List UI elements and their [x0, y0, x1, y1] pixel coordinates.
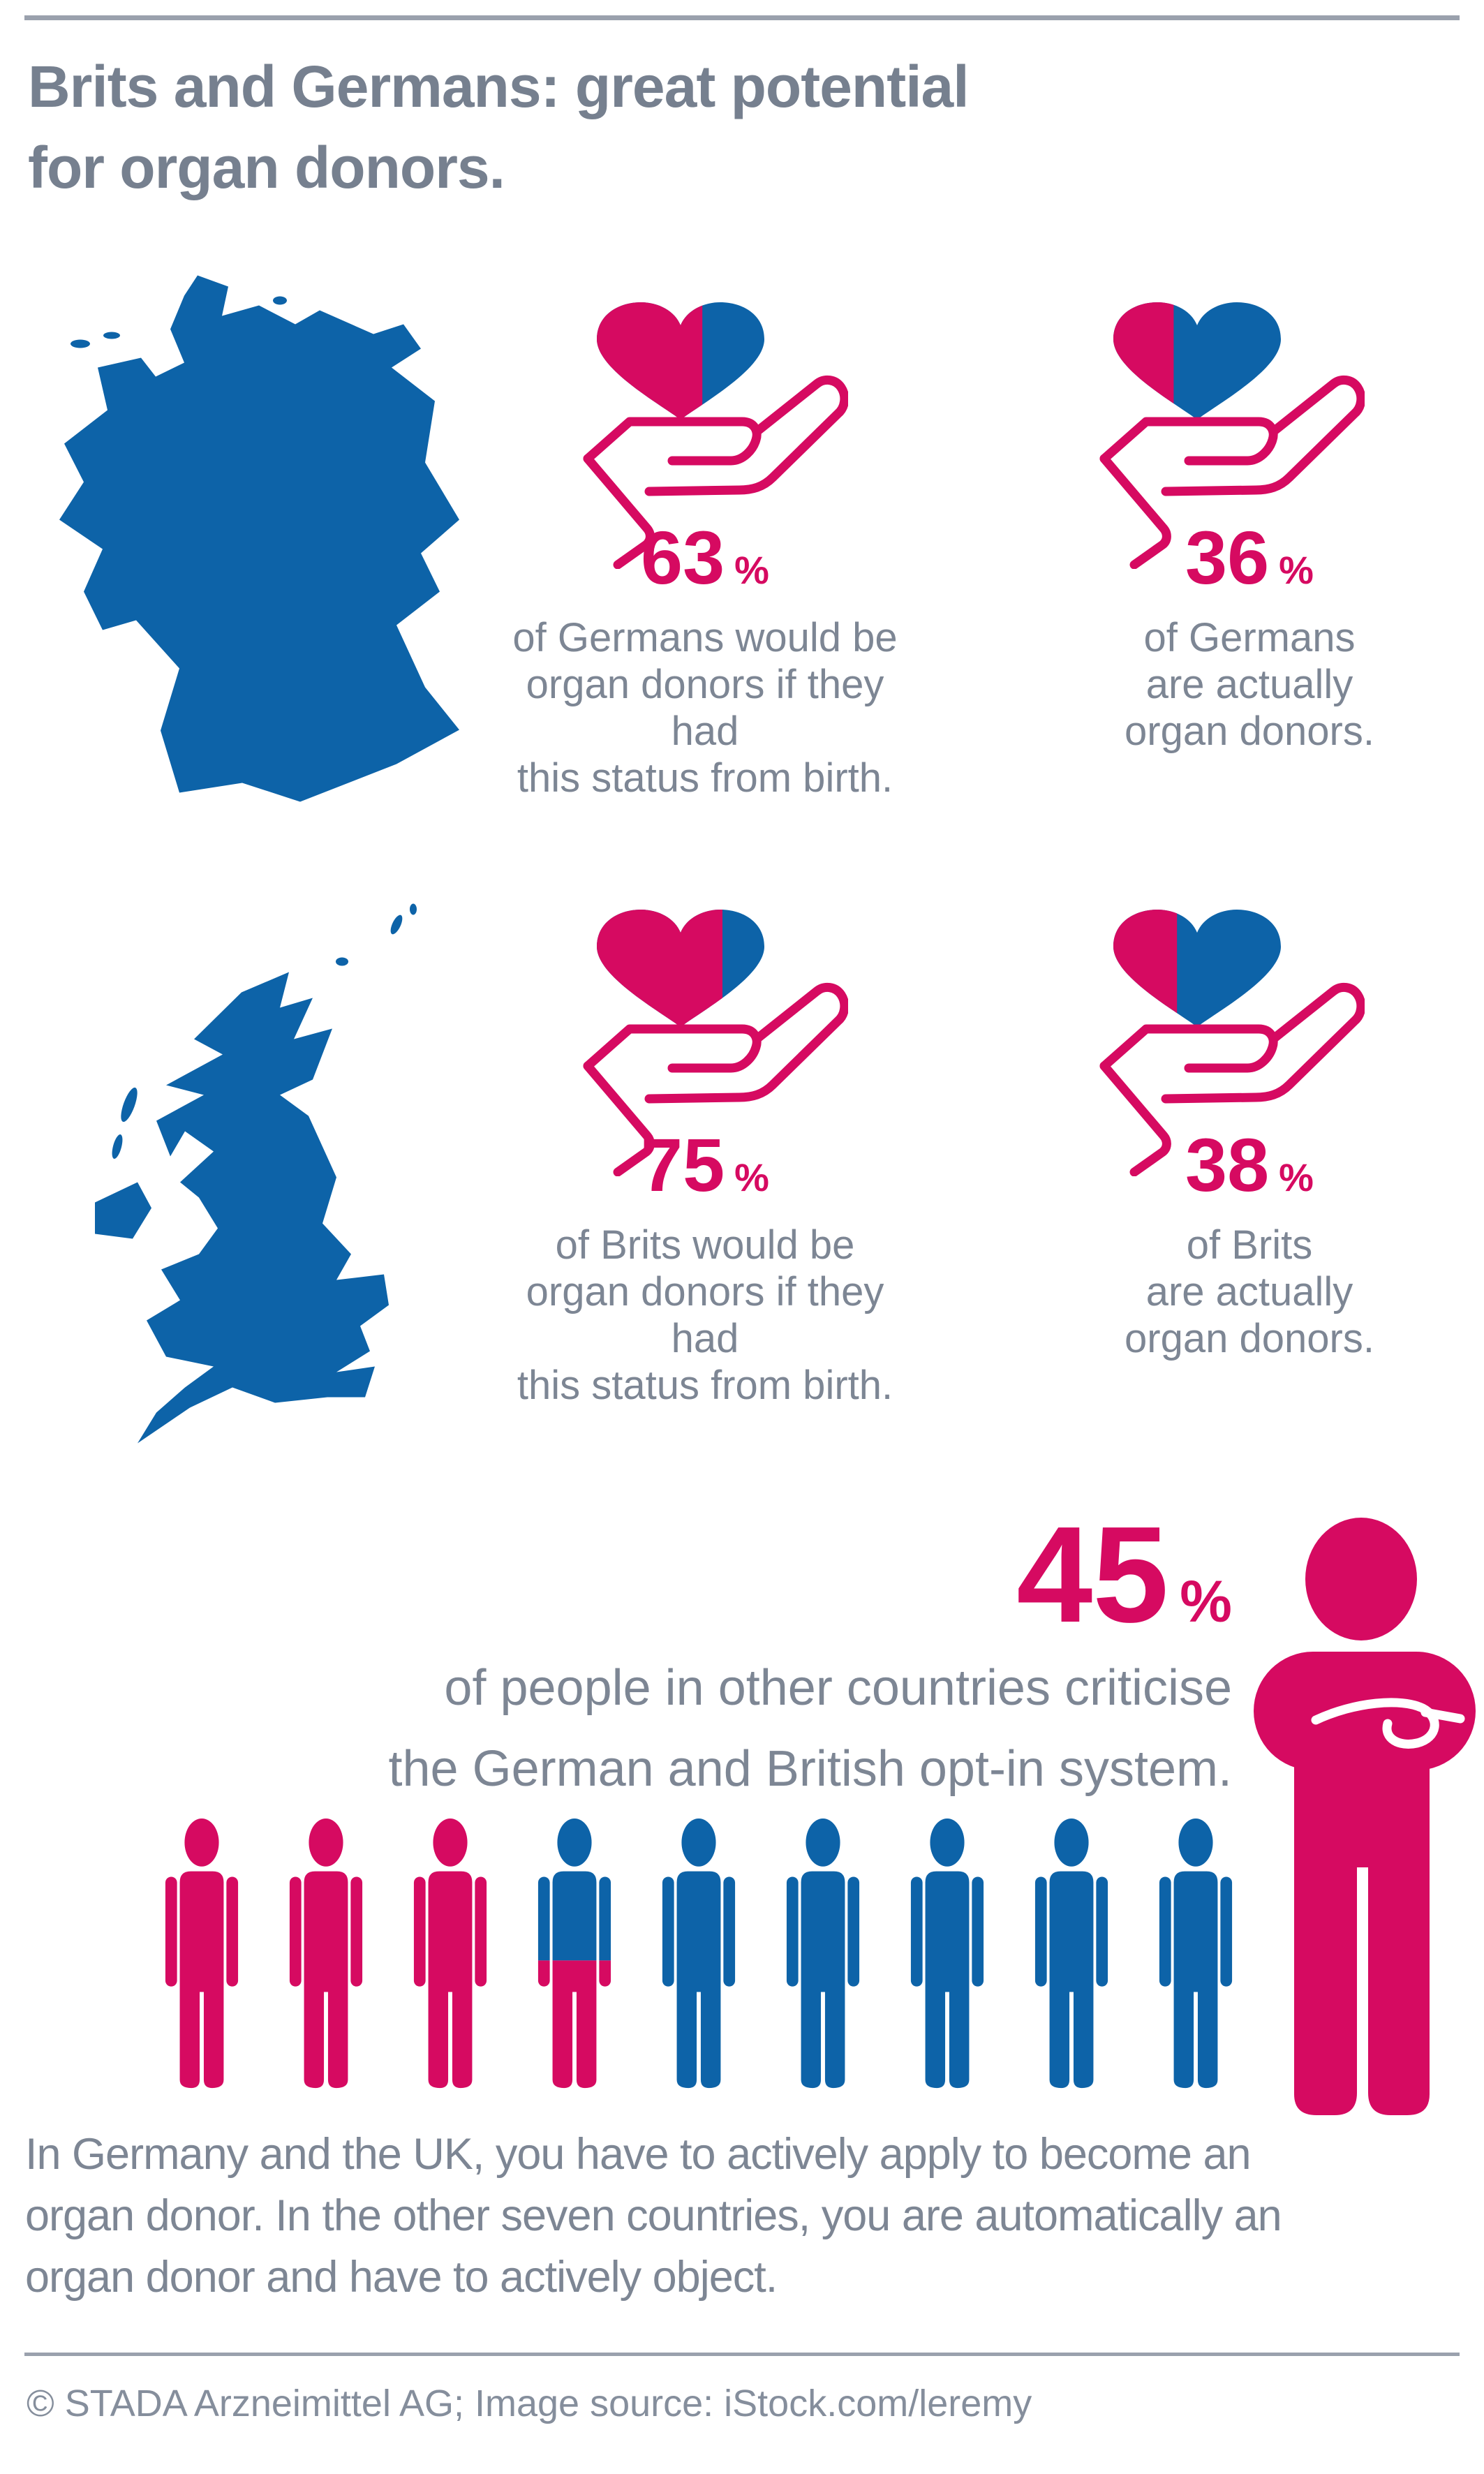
caption-line: of Germans would be	[512, 615, 898, 660]
bottom-divider-rule	[24, 2353, 1460, 2356]
criticism-line2: the German and British opt-in system.	[388, 1741, 1233, 1797]
uk-map	[95, 903, 417, 1444]
top-divider-rule	[24, 15, 1460, 20]
stat-value-criticism: 45 %	[1016, 1506, 1232, 1643]
criticism-line1: of people in other countries criticise	[444, 1660, 1232, 1716]
stat-number: 75	[641, 1123, 725, 1207]
stat-value-germans-potential: 63 %	[496, 520, 914, 595]
person-icon	[1159, 1818, 1233, 2089]
stat-caption-brits-potential: of Brits would be organ donors if they h…	[496, 1222, 914, 1409]
footnote-line1: In Germany and the UK, you have to activ…	[25, 2130, 1252, 2179]
person-split-icon	[537, 1818, 611, 2089]
caption-line: this status from birth.	[517, 755, 893, 801]
person-icon	[910, 1818, 984, 2089]
caption-line: are actually	[1145, 1269, 1353, 1314]
footnote-line3: organ donor and have to actively object.	[25, 2253, 778, 2302]
caption-line: organ donors.	[1125, 709, 1374, 754]
stat-number: 36	[1185, 515, 1270, 600]
caption-line: organ donors if they had	[526, 1269, 884, 1361]
person-icon	[1034, 1818, 1108, 2089]
criticism-caption: of people in other countries criticise t…	[185, 1647, 1233, 1809]
caption-line: are actually	[1145, 662, 1353, 707]
caption-line: this status from birth.	[517, 1363, 893, 1408]
person-crossed-arms-icon	[1254, 1518, 1476, 2115]
person-icon	[413, 1818, 487, 2089]
stat-unit: %	[1279, 1155, 1314, 1199]
page-title-line2: for organ donors.	[28, 135, 505, 200]
stat-caption-germans-actual: of Germans are actually organ donors.	[1040, 614, 1459, 755]
footnote-line2: organ donor. In the other seven countrie…	[25, 2191, 1282, 2240]
stat-value-brits-actual: 38 %	[1040, 1127, 1459, 1203]
people-pictogram-row	[153, 1816, 1245, 2092]
caption-line: of Brits	[1186, 1222, 1313, 1268]
caption-line: organ donors if they had	[526, 662, 884, 754]
stat-unit: %	[1180, 1569, 1232, 1634]
stat-unit: %	[734, 1155, 769, 1199]
caption-line: of Brits would be	[555, 1222, 855, 1268]
person-icon	[165, 1818, 239, 2089]
stat-number: 38	[1185, 1123, 1270, 1207]
page-title: Brits and Germans: great potential for o…	[28, 46, 970, 208]
stat-unit: %	[1279, 548, 1314, 592]
page-title-line1: Brits and Germans: great potential	[28, 54, 970, 119]
stat-number: 45	[1016, 1498, 1169, 1651]
footnote-paragraph: In Germany and the UK, you have to activ…	[25, 2124, 1470, 2308]
stat-number: 63	[641, 515, 725, 600]
person-icon	[662, 1818, 736, 2089]
caption-line: organ donors.	[1125, 1316, 1374, 1361]
germany-map	[59, 275, 459, 802]
stat-unit: %	[734, 548, 769, 592]
stat-value-brits-potential: 75 %	[496, 1127, 914, 1203]
caption-line: of Germans	[1143, 615, 1356, 660]
stat-value-germans-actual: 36 %	[1040, 520, 1459, 595]
copyright-credit: © STADA Arzneimittel AG; Image source: i…	[27, 2383, 1032, 2424]
stat-caption-germans-potential: of Germans would be organ donors if they…	[496, 614, 914, 801]
stat-caption-brits-actual: of Brits are actually organ donors.	[1040, 1222, 1459, 1362]
person-icon	[289, 1818, 363, 2089]
person-icon	[786, 1818, 860, 2089]
